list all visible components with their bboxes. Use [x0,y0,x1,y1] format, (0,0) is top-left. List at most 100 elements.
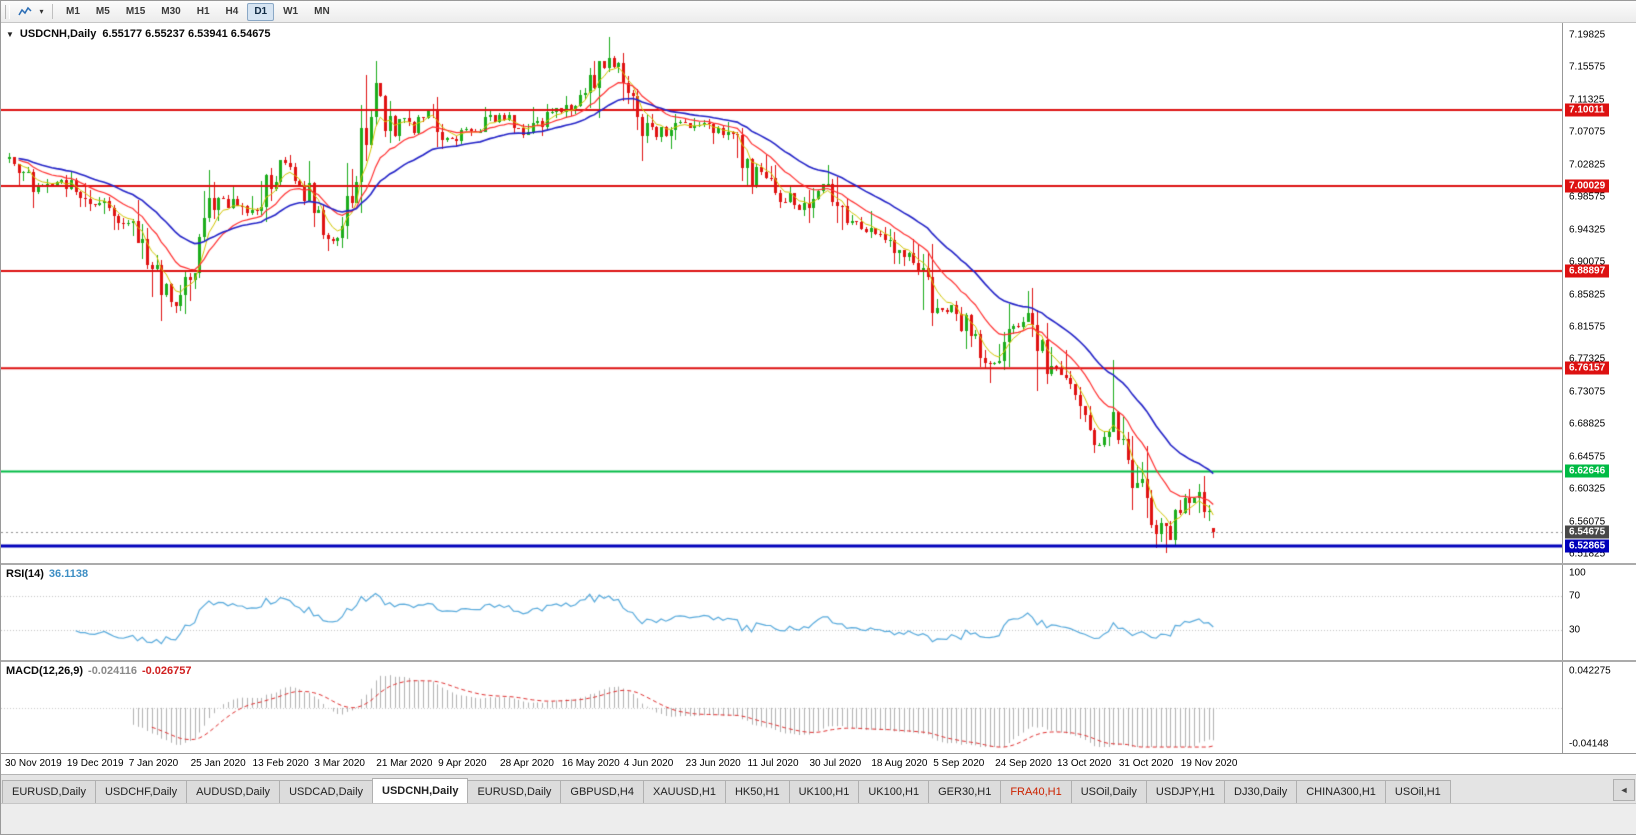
date-label: 9 Apr 2020 [438,758,487,769]
chart-tab-usdjpy-h1[interactable]: USDJPY,H1 [1145,780,1226,803]
date-label: 19 Nov 2020 [1180,758,1238,769]
price-tick-label: 7.02825 [1569,159,1606,171]
timeframe-button-h4[interactable]: H4 [225,5,239,17]
rsi-canvas[interactable] [1,565,1562,660]
timeframe-button-m30[interactable]: M30 [161,5,181,17]
tab-scroll-left-button[interactable]: ◄ [1613,779,1635,801]
macd-name: MACD(12,26,9) [6,665,84,677]
date-axis[interactable]: 30 Nov 2019 19 Dec 2019 7 Jan 2020 25 Jan 2… [1,753,1636,774]
price-tick-label: 6.90075 [1569,256,1606,268]
macd-axis-label-top: 0.042275 [1569,665,1611,677]
chart-title: ▼ USDCNH,Daily 6.55177 6.55237 6.53941 6… [6,28,271,40]
price-level-badge: 6.62646 [1565,464,1610,478]
current-price-badge: 6.54675 [1565,525,1610,539]
timeframe-button-mn[interactable]: MN [314,5,330,17]
timeframe-button-d1[interactable]: D1 [247,2,275,21]
price-tick-label: 6.73075 [1569,386,1606,398]
status-bar [1,803,1636,834]
macd-panel: 0.042275 -0.04148 MACD(12,26,9) -0.024116… [1,662,1636,753]
timeframe-button-h1[interactable]: H1 [196,5,210,17]
main-chart-canvas[interactable] [1,23,1562,563]
price-level-badge: 7.00029 [1565,179,1610,193]
price-tick-label: 6.64575 [1569,451,1606,463]
macd-label: MACD(12,26,9) -0.024116 -0.026757 [6,665,192,677]
top-toolbar: ▾ M1 M5 M15 M30 H1 H4 D1 W1 MN [1,1,1636,23]
date-label: 21 Mar 2020 [376,758,433,769]
chart-tab-ger30-h1[interactable]: GER30,H1 [928,780,1002,803]
toolbar-separator [52,4,53,19]
timeframe-button-m15[interactable]: M15 [125,5,146,17]
date-label: 11 Jul 2020 [747,758,799,769]
macd-signal-value: -0.026757 [141,665,192,677]
chart-tab-usoil-daily[interactable]: USOil,Daily [1070,780,1147,803]
date-label: 13 Feb 2020 [252,758,309,769]
rsi-label: RSI(14) 36.1138 [6,568,88,580]
date-label: 31 Oct 2020 [1118,758,1174,769]
panel-splitter[interactable] [1,660,1636,662]
chart-expand-icon[interactable]: ▼ [6,29,14,39]
toolbar-grip[interactable] [5,4,10,19]
price-tick-label: 6.51825 [1569,548,1606,560]
price-tick-label: 6.77325 [1569,353,1606,365]
price-tick-label: 7.19825 [1569,29,1606,41]
macd-axis-label-bottom: -0.04148 [1569,738,1609,750]
date-label: 16 May 2020 [561,758,620,769]
chart-tab-usdchf-daily[interactable]: USDCHF,Daily [94,780,188,803]
chart-tab-audusd-daily[interactable]: AUDUSD,Daily [186,780,281,803]
price-level-badge: 6.76157 [1565,361,1610,375]
chart-tab-dj30-daily[interactable]: DJ30,Daily [1224,780,1298,803]
chart-tab-china300-h1[interactable]: CHINA300,H1 [1296,780,1386,803]
price-level-badge: 6.88897 [1565,264,1610,278]
date-label: 5 Sep 2020 [933,758,985,769]
chevron-down-icon[interactable]: ▾ [39,7,44,16]
date-label: 19 Dec 2019 [66,758,124,769]
price-tick-label: 6.94325 [1569,224,1606,236]
rsi-name: RSI(14) [6,568,44,580]
timeframe-button-m1[interactable]: M1 [66,5,80,17]
date-label: 18 Aug 2020 [871,758,928,769]
chart-tab-eurusd-daily[interactable]: EURUSD,Daily [2,780,96,803]
rsi-axis-label: 70 [1569,590,1581,601]
price-tick-label: 6.81575 [1569,321,1606,333]
timeframe-button-w1[interactable]: W1 [283,5,299,17]
chart-tab-gbpusd-h4[interactable]: GBPUSD,H4 [560,780,644,803]
price-tick-label: 6.60325 [1569,483,1606,495]
price-tick-label: 6.85825 [1569,289,1606,301]
chart-tab-hk50-h1[interactable]: HK50,H1 [724,780,790,803]
chart-tab-uk100-h1[interactable]: UK100,H1 [788,780,860,803]
date-label: 25 Jan 2020 [190,758,246,769]
rsi-axis-label: 30 [1569,624,1581,635]
date-label: 13 Oct 2020 [1056,758,1112,769]
price-tick-label: 7.07075 [1569,126,1606,138]
chart-tab-eurusd-daily[interactable]: EURUSD,Daily [467,780,562,803]
price-axis[interactable]: 7.19825 7.15575 7.11325 7.07075 7.02825 6.985… [1562,23,1636,563]
price-tick-label: 6.98575 [1569,191,1606,203]
chart-tab-usdcnh-daily[interactable]: USDCNH,Daily [372,778,469,803]
price-tick-label: 7.15575 [1569,61,1606,73]
chart-tab-usoil-h1[interactable]: USOil,H1 [1384,780,1451,803]
chart-tab-xauusd-h1[interactable]: XAUUSD,H1 [642,780,726,803]
timeframe-group: M1 M5 M15 M30 H1 H4 D1 W1 MN [58,2,338,21]
panel-splitter[interactable] [1,563,1636,565]
date-label: 7 Jan 2020 [128,758,179,769]
date-label: 4 Jun 2020 [623,758,674,769]
price-level-badge: 7.10011 [1565,103,1609,117]
main-chart-panel: 7.19825 7.15575 7.11325 7.07075 7.02825 6.985… [1,23,1636,563]
date-label: 23 Jun 2020 [685,758,741,769]
price-level-badge: 6.52865 [1565,539,1610,553]
price-tick-label: 6.68825 [1569,418,1606,430]
rsi-axis[interactable]: 100 70 30 [1562,565,1636,660]
chart-tab-uk100-h1[interactable]: UK100,H1 [858,780,930,803]
date-label: 30 Jul 2020 [809,758,862,769]
rsi-value: 36.1138 [48,568,89,580]
macd-canvas[interactable] [1,662,1562,753]
timeframe-button-m5[interactable]: M5 [95,5,110,17]
chart-tab-usdcad-daily[interactable]: USDCAD,Daily [279,780,374,803]
price-tick-label: 7.11325 [1569,94,1605,106]
chart-tab-fra40-h1[interactable]: FRA40,H1 [1000,780,1072,803]
date-label: 28 Apr 2020 [500,758,554,769]
rsi-panel: 100 70 30 RSI(14) 36.1138 [1,565,1636,660]
macd-axis[interactable]: 0.042275 -0.04148 [1562,662,1636,753]
line-chart-icon[interactable] [14,2,36,21]
